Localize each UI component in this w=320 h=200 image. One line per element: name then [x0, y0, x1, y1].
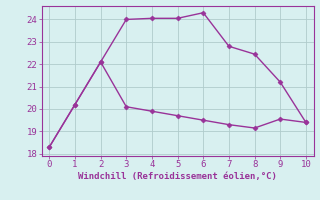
- X-axis label: Windchill (Refroidissement éolien,°C): Windchill (Refroidissement éolien,°C): [78, 172, 277, 181]
